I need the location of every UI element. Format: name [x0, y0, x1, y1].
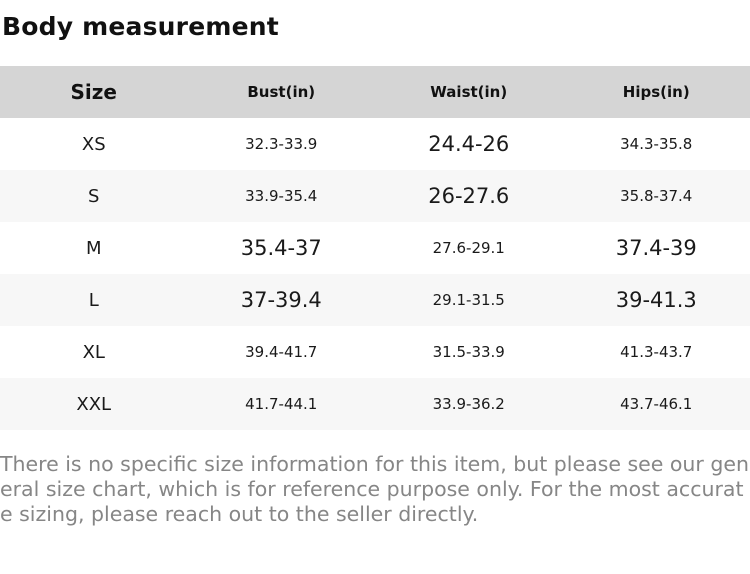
bust-value: 33.9-35.4 — [245, 187, 318, 205]
column-header-hips: Hips(in) — [622, 83, 690, 101]
size-label: L — [88, 289, 99, 311]
table-row-m: M 35.4-37 27.6-29.1 37.4-39 — [0, 222, 750, 274]
hips-value: 37.4-39 — [615, 236, 697, 260]
size-label: S — [88, 185, 100, 207]
size-disclaimer: There is no specific size information fo… — [0, 452, 749, 526]
table-header-row: Size Bust(in) Waist(in) Hips(in) — [0, 66, 750, 118]
hips-value: 43.7-46.1 — [620, 395, 693, 413]
hips-value: 35.8-37.4 — [620, 187, 693, 205]
size-label: XL — [82, 341, 105, 363]
column-header-waist: Waist(in) — [430, 83, 508, 101]
waist-value: 27.6-29.1 — [432, 239, 505, 257]
hips-value: 34.3-35.8 — [620, 135, 693, 153]
bust-value: 41.7-44.1 — [245, 395, 318, 413]
column-header-size: Size — [70, 80, 117, 104]
hips-value: 39-41.3 — [615, 288, 697, 312]
waist-value: 29.1-31.5 — [432, 291, 505, 309]
table-row-s: S 33.9-35.4 26-27.6 35.8-37.4 — [0, 170, 750, 222]
bust-value: 32.3-33.9 — [245, 135, 318, 153]
hips-value: 41.3-43.7 — [620, 343, 693, 361]
size-label: XS — [81, 133, 106, 155]
table-row-xxl: XXL 41.7-44.1 33.9-36.2 43.7-46.1 — [0, 378, 750, 430]
bust-value: 37-39.4 — [240, 288, 322, 312]
waist-value: 24.4-26 — [428, 132, 510, 156]
size-label: M — [85, 237, 102, 259]
table-row-xl: XL 39.4-41.7 31.5-33.9 41.3-43.7 — [0, 326, 750, 378]
table-row-l: L 37-39.4 29.1-31.5 39-41.3 — [0, 274, 750, 326]
size-label: XXL — [76, 393, 112, 415]
size-table: Size Bust(in) Waist(in) Hips(in) XS 32.3… — [0, 66, 750, 430]
waist-value: 26-27.6 — [428, 184, 510, 208]
bust-value: 35.4-37 — [240, 236, 322, 260]
column-header-bust: Bust(in) — [247, 83, 316, 101]
bust-value: 39.4-41.7 — [245, 343, 318, 361]
waist-value: 31.5-33.9 — [432, 343, 505, 361]
table-row-xs: XS 32.3-33.9 24.4-26 34.3-35.8 — [0, 118, 750, 170]
waist-value: 33.9-36.2 — [432, 395, 505, 413]
page-title: Body measurement — [2, 12, 279, 41]
